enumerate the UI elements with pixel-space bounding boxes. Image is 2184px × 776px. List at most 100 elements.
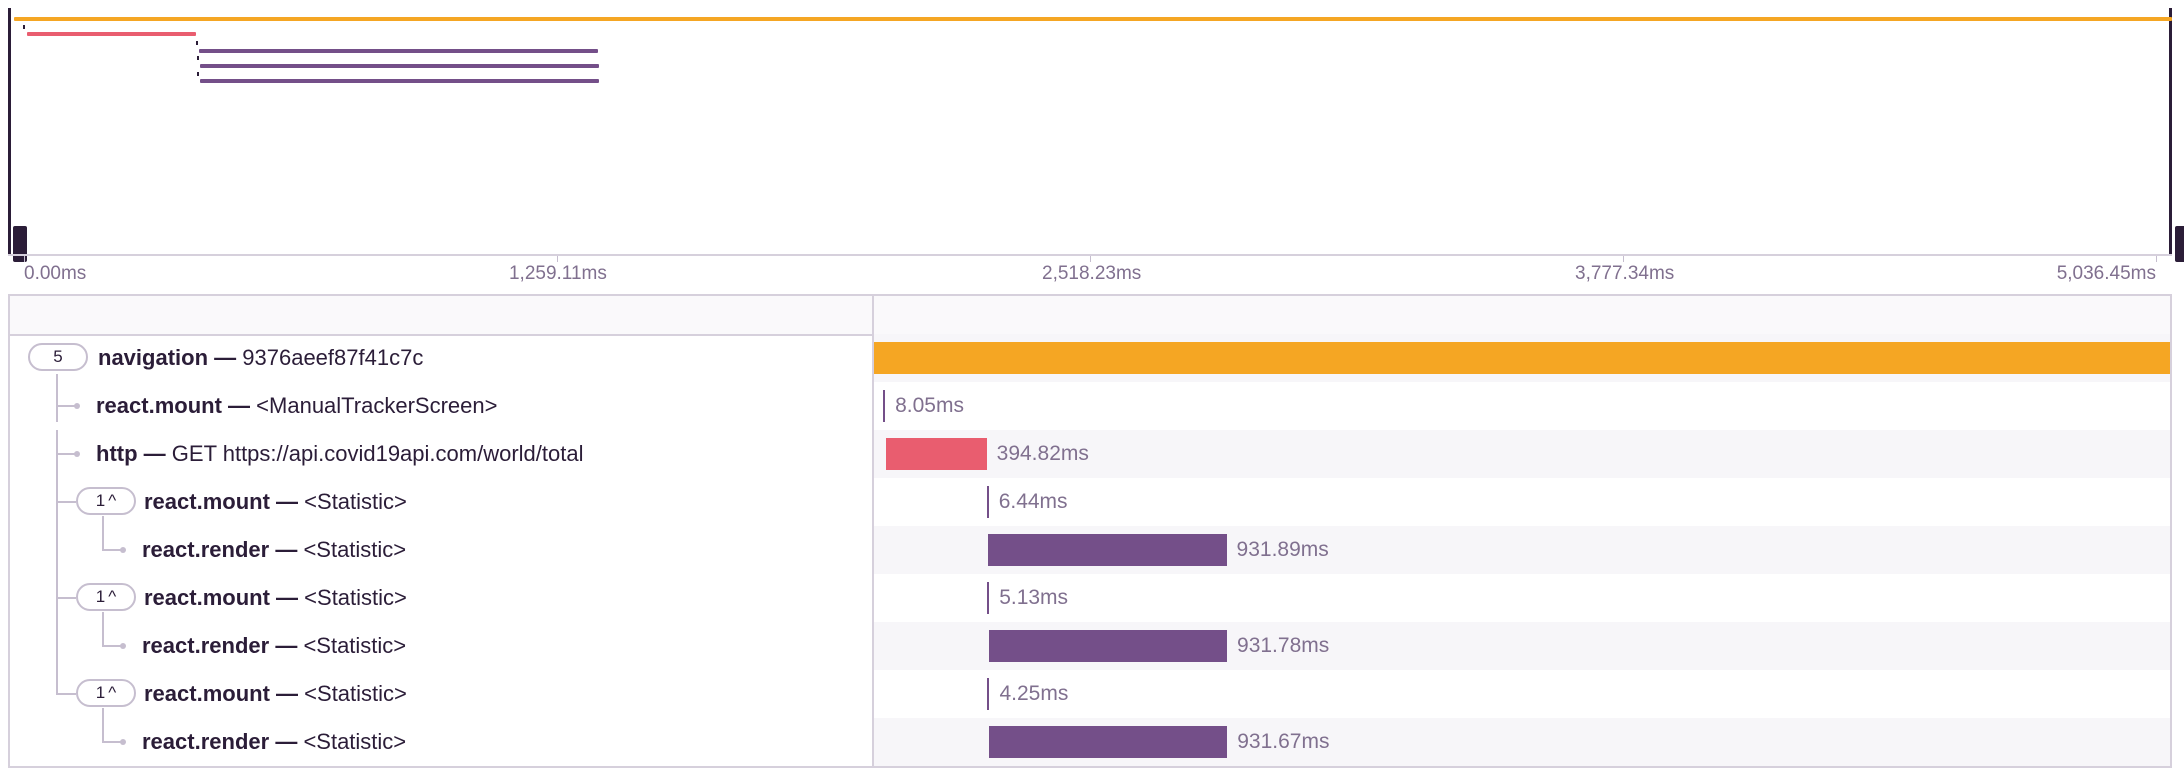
span-duration: 4.25ms	[999, 682, 1069, 705]
axis-tick-label: 2,518.23ms	[1042, 263, 1142, 284]
axis-tick-mark	[24, 256, 25, 262]
span-title[interactable]: react.mount — <Statistic>	[144, 681, 407, 707]
span-operation: react.render	[142, 537, 270, 562]
span-row[interactable]: 1 ^ react.mount — <Statistic> 5.13ms	[10, 574, 2170, 622]
span-duration: 394.82ms	[996, 442, 1089, 465]
minimap-right-handle[interactable]	[2175, 226, 2184, 262]
time-axis: 0.00ms 1,259.11ms 2,518.23ms 3,777.34ms 5,03…	[8, 256, 2172, 294]
span-separator: —	[275, 729, 298, 754]
tree-connector	[102, 645, 124, 647]
span-duration-bar	[988, 630, 1227, 662]
span-title[interactable]: navigation — 9376aeef87f41c7c	[98, 345, 423, 371]
span-title[interactable]: react.render — <Statistic>	[142, 537, 406, 563]
tree-connector	[102, 708, 104, 742]
span-operation: react.render	[142, 729, 270, 754]
axis-tick-mark	[1623, 256, 1624, 262]
span-operation: react.mount	[144, 489, 270, 514]
children-count-toggle[interactable]: 1 ^	[76, 583, 136, 611]
tree-connector	[56, 374, 58, 422]
span-operation: react.mount	[96, 393, 222, 418]
minimap-span-bar	[14, 17, 2172, 21]
trace-minimap[interactable]	[8, 8, 2184, 262]
children-count-toggle[interactable]: 1 ^	[76, 679, 136, 707]
span-duration: 5.13ms	[999, 586, 1069, 609]
span-description: <Statistic>	[304, 681, 407, 706]
children-count: 1	[95, 683, 106, 702]
span-timing-cell[interactable]: 931.78ms	[874, 622, 2170, 670]
span-timing-cell[interactable]: 4.25ms	[874, 670, 2170, 718]
tree-node-dot	[120, 739, 126, 745]
span-duration: 931.78ms	[1237, 634, 1330, 657]
span-duration-bar	[986, 486, 989, 518]
span-description: <Statistic>	[304, 585, 407, 610]
span-description: <ManualTrackerScreen>	[256, 393, 498, 418]
span-operation: http	[96, 441, 138, 466]
span-separator: —	[228, 393, 251, 418]
span-row[interactable]: 1 ^ react.mount — <Statistic> 4.25ms	[10, 670, 2170, 718]
tree-connector	[56, 453, 78, 455]
tree-connector	[102, 516, 104, 550]
chevron-up-icon: ^	[108, 587, 117, 606]
tree-node-dot	[74, 403, 80, 409]
span-tree-table: 5 navigation — 9376aeef87f41c7c 5,036.45ms…	[8, 294, 2172, 768]
tree-connector	[56, 405, 78, 407]
span-timing-cell[interactable]: 5.13ms	[874, 574, 2170, 622]
minimap-span-mark	[22, 25, 25, 29]
axis-tick-label: 3,777.34ms	[1575, 263, 1675, 284]
span-separator: —	[214, 345, 237, 370]
span-row[interactable]: react.mount — <ManualTrackerScreen> 8.05m…	[10, 374, 2170, 430]
span-title[interactable]: react.mount — <ManualTrackerScreen>	[96, 393, 497, 419]
span-row[interactable]: 5 navigation — 9376aeef87f41c7c 5,036.45ms	[10, 334, 2170, 382]
span-row[interactable]: react.render — <Statistic> 931.67ms	[10, 708, 2170, 766]
span-row[interactable]: react.render — <Statistic> 931.78ms	[10, 612, 2170, 670]
children-count-toggle[interactable]: 5	[28, 343, 88, 371]
span-operation: react.mount	[144, 585, 270, 610]
span-duration-bar	[874, 342, 2170, 374]
span-timing-cell[interactable]: 931.89ms	[874, 526, 2170, 574]
span-timing-cell[interactable]: 5,036.45ms	[874, 334, 2170, 382]
children-count-toggle[interactable]: 1 ^	[76, 487, 136, 515]
span-duration: 8.05ms	[895, 394, 964, 417]
span-duration-bar	[987, 678, 990, 710]
span-title[interactable]: react.render — <Statistic>	[142, 633, 406, 659]
table-header	[10, 296, 2170, 336]
span-duration-bar	[988, 534, 1227, 566]
column-divider[interactable]	[872, 296, 874, 766]
children-count: 1	[95, 491, 106, 510]
axis-tick-mark	[1090, 256, 1091, 262]
span-row[interactable]: http — GET https://api.covid19api.com/wo…	[10, 430, 2170, 478]
minimap-left-handle[interactable]	[13, 226, 27, 262]
span-title[interactable]: react.mount — <Statistic>	[144, 489, 407, 515]
minimap-span-bar	[199, 64, 599, 68]
span-timing-cell[interactable]: 394.82ms	[874, 430, 2170, 478]
span-timing-cell[interactable]: 931.67ms	[874, 718, 2170, 766]
tree-connector	[56, 574, 58, 622]
span-duration: 931.67ms	[1237, 730, 1330, 753]
span-description: <Statistic>	[303, 633, 407, 658]
span-duration-bar	[988, 726, 1228, 758]
span-title[interactable]: http — GET https://api.covid19api.com/wo…	[96, 441, 583, 467]
tree-node-dot	[120, 643, 126, 649]
span-row[interactable]: 1 ^ react.mount — <Statistic> 6.44ms	[10, 478, 2170, 526]
span-operation: react.render	[142, 633, 270, 658]
minimap-span-mark	[196, 56, 199, 60]
span-description: 9376aeef87f41c7c	[242, 345, 424, 370]
span-timing-cell[interactable]: 6.44ms	[874, 478, 2170, 526]
span-separator: —	[275, 537, 298, 562]
axis-tick-label: 0.00ms	[24, 263, 87, 284]
span-duration: 931.89ms	[1236, 538, 1329, 561]
children-count: 5	[53, 347, 63, 366]
span-title[interactable]: react.mount — <Statistic>	[144, 585, 407, 611]
tree-connector	[56, 526, 58, 574]
span-duration-bar	[987, 582, 990, 614]
span-title[interactable]: react.render — <Statistic>	[142, 729, 406, 755]
span-timing-cell[interactable]: 8.05ms	[874, 382, 2170, 430]
tree-connector	[56, 478, 58, 526]
span-separator: —	[275, 633, 298, 658]
tree-connector	[56, 693, 76, 695]
span-separator: —	[276, 489, 299, 514]
axis-tick-label: 5,036.45ms	[2056, 263, 2156, 284]
tree-connector	[56, 501, 76, 503]
span-row[interactable]: react.render — <Statistic> 931.89ms	[10, 516, 2170, 574]
span-duration-bar	[883, 390, 886, 422]
